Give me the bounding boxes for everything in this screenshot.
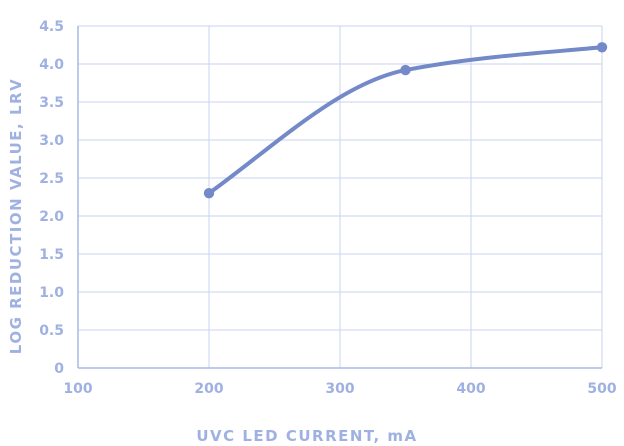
data-point (203, 188, 215, 199)
grid (78, 25, 603, 368)
y-tick-label: 3.0 (39, 133, 64, 149)
y-tick-label: 1.0 (39, 285, 64, 301)
data-point (596, 42, 608, 53)
y-axis-title: LOG REDUCTION VALUE, LRV (7, 78, 25, 354)
y-tick-label: 0 (54, 361, 64, 377)
y-tick-label: 2.0 (39, 209, 64, 225)
axes (77, 26, 602, 369)
x-tick-label: 200 (194, 381, 223, 397)
y-tick-label: 2.5 (39, 171, 64, 187)
y-tick-label: 0.5 (39, 323, 64, 339)
x-tick-label: 100 (63, 381, 92, 397)
y-tick-label: 3.5 (39, 95, 64, 111)
series-group (203, 42, 608, 199)
x-tick-label: 300 (325, 381, 354, 397)
x-tick-labels: 100 200 300 400 500 (63, 381, 616, 397)
data-point (400, 64, 411, 76)
x-tick-label: 500 (587, 381, 616, 397)
y-tick-label: 4.5 (39, 19, 64, 35)
y-tick-label: 1.5 (39, 247, 64, 263)
x-axis-title: UVC LED CURRENT, mA (196, 427, 417, 445)
y-tick-labels: 0 0.5 1.0 1.5 2.0 2.5 3.0 3.5 4.0 4.5 (39, 19, 64, 377)
x-tick-label: 400 (456, 381, 485, 397)
y-tick-label: 4.0 (39, 57, 64, 73)
